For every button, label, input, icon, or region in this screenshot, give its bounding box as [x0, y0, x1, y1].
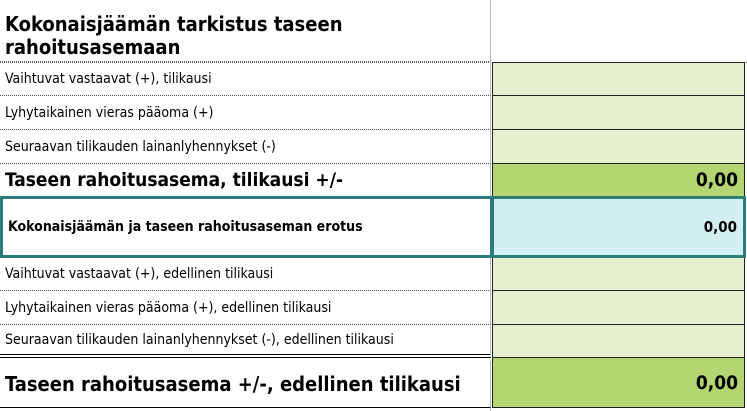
total-value[interactable]: 0,00 [492, 164, 745, 197]
difference-row: Kokonaisjäämän ja taseen rahoitusaseman … [0, 196, 747, 258]
table-row: Lyhytaikainen vieras pääoma (+) [0, 96, 747, 130]
row-label: Kokonaisjäämän ja taseen rahoitusaseman … [0, 196, 493, 258]
total-value[interactable]: 0,00 [492, 358, 745, 408]
row-label: Vaihtuvat vastaavat (+), edellinen tilik… [0, 258, 491, 291]
input-cell[interactable] [492, 325, 745, 358]
total-row: Taseen rahoitusasema, tilikausi +/- 0,00 [0, 164, 747, 197]
row-label: Seuraavan tilikauden lainanlyhennykset (… [0, 130, 491, 164]
input-cell[interactable] [492, 62, 745, 96]
row-label: Lyhytaikainen vieras pääoma (+), edellin… [0, 291, 491, 325]
spacer [0, 408, 747, 411]
input-cell[interactable] [492, 130, 745, 164]
column-divider [0, 408, 491, 411]
row-label: Lyhytaikainen vieras pääoma (+) [0, 96, 491, 130]
table-row: Lyhytaikainen vieras pääoma (+), edellin… [0, 291, 747, 325]
table-row: Seuraavan tilikauden lainanlyhennykset (… [0, 325, 747, 358]
difference-value[interactable]: 0,00 [491, 196, 746, 258]
row-label: Taseen rahoitusasema +/-, edellinen tili… [0, 361, 491, 408]
table-row: Vaihtuvat vastaavat (+), edellinen tilik… [0, 258, 747, 291]
row-label: Taseen rahoitusasema, tilikausi +/- [0, 164, 491, 197]
row-label: Seuraavan tilikauden lainanlyhennykset (… [0, 325, 491, 358]
table-row: Vaihtuvat vastaavat (+), tilikausi [0, 62, 747, 96]
table-row: Seuraavan tilikauden lainanlyhennykset (… [0, 130, 747, 164]
total-row: Taseen rahoitusasema +/-, edellinen tili… [0, 358, 747, 408]
input-cell[interactable] [492, 96, 745, 130]
input-cell[interactable] [492, 291, 745, 325]
section-title: Kokonaisjäämän tarkistus taseen rahoitus… [0, 0, 491, 62]
title-row: Kokonaisjäämän tarkistus taseen rahoitus… [0, 0, 747, 63]
input-cell[interactable] [492, 258, 745, 291]
row-label: Vaihtuvat vastaavat (+), tilikausi [0, 62, 491, 96]
